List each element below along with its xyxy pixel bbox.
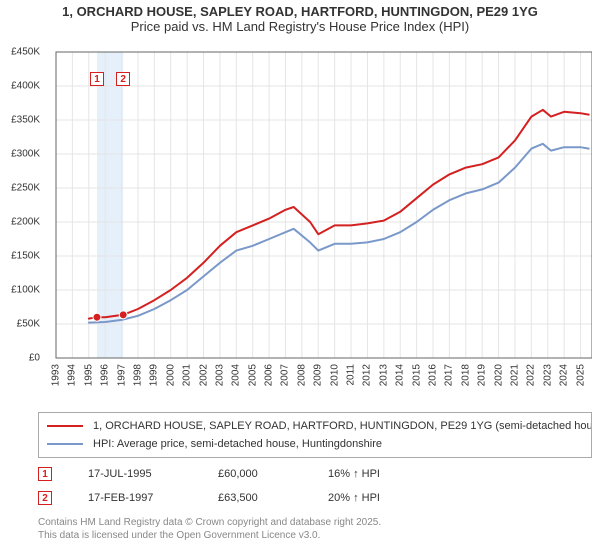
x-tick-label: 2025 [575, 364, 586, 386]
y-tick-label: £300K [11, 149, 40, 160]
y-tick-label: £50K [17, 319, 40, 330]
chart-sale-marker: 2 [116, 72, 130, 86]
x-tick-label: 2011 [346, 364, 357, 386]
y-tick-label: £450K [11, 47, 40, 58]
x-tick-label: 2014 [395, 364, 406, 386]
footer: Contains HM Land Registry data © Crown c… [38, 516, 381, 542]
x-tick-label: 1996 [100, 364, 111, 386]
x-tick-label: 1998 [132, 364, 143, 386]
y-tick-label: £250K [11, 183, 40, 194]
y-tick-label: £350K [11, 115, 40, 126]
x-tick-label: 2000 [165, 364, 176, 386]
y-tick-label: £400K [11, 81, 40, 92]
sale-date: 17-JUL-1995 [88, 468, 218, 480]
x-tick-label: 2022 [526, 364, 537, 386]
x-tick-label: 1995 [83, 364, 94, 386]
x-tick-label: 2001 [182, 364, 193, 386]
x-tick-label: 2008 [296, 364, 307, 386]
footer-line2: This data is licensed under the Open Gov… [38, 529, 381, 542]
footer-line1: Contains HM Land Registry data © Crown c… [38, 516, 381, 529]
x-tick-label: 2019 [477, 364, 488, 386]
chart-container: 1, ORCHARD HOUSE, SAPLEY ROAD, HARTFORD,… [0, 0, 600, 560]
y-tick-label: £150K [11, 251, 40, 262]
x-tick-label: 2023 [542, 364, 553, 386]
sale-date: 17-FEB-1997 [88, 492, 218, 504]
legend: 1, ORCHARD HOUSE, SAPLEY ROAD, HARTFORD,… [38, 412, 592, 458]
sale-price: £63,500 [218, 492, 328, 504]
sale-row: 1 17-JUL-1995 £60,000 16% ↑ HPI [38, 462, 592, 486]
x-tick-label: 2015 [411, 364, 422, 386]
x-tick-label: 1999 [149, 364, 160, 386]
x-tick-label: 2009 [313, 364, 324, 386]
legend-label: 1, ORCHARD HOUSE, SAPLEY ROAD, HARTFORD,… [93, 420, 592, 432]
x-tick-label: 2006 [264, 364, 275, 386]
chart-sale-marker: 1 [90, 72, 104, 86]
x-tick-label: 2013 [378, 364, 389, 386]
y-tick-label: £0 [29, 353, 40, 364]
title-line2: Price paid vs. HM Land Registry's House … [0, 19, 600, 34]
legend-item: 1, ORCHARD HOUSE, SAPLEY ROAD, HARTFORD,… [47, 417, 583, 435]
sales-list: 1 17-JUL-1995 £60,000 16% ↑ HPI 2 17-FEB… [38, 462, 592, 510]
x-tick-label: 2002 [198, 364, 209, 386]
y-tick-label: £100K [11, 285, 40, 296]
x-tick-label: 2016 [428, 364, 439, 386]
x-tick-label: 2012 [362, 364, 373, 386]
title-block: 1, ORCHARD HOUSE, SAPLEY ROAD, HARTFORD,… [0, 0, 600, 34]
chart: £0 £50K £100K £150K £200K £250K £300K £350K £400… [6, 46, 592, 402]
x-tick-label: 1993 [51, 364, 62, 386]
sale-price: £60,000 [218, 468, 328, 480]
x-tick-label: 2017 [444, 364, 455, 386]
x-tick-label: 1997 [116, 364, 127, 386]
sale-row: 2 17-FEB-1997 £63,500 20% ↑ HPI [38, 486, 592, 510]
x-tick-label: 2007 [280, 364, 291, 386]
x-tick-label: 2010 [329, 364, 340, 386]
sale-hpi: 16% ↑ HPI [328, 468, 488, 480]
y-tick-label: £200K [11, 217, 40, 228]
legend-item: HPI: Average price, semi-detached house,… [47, 435, 583, 453]
x-tick-label: 2024 [559, 364, 570, 386]
x-tick-label: 2021 [509, 364, 520, 386]
sale-marker-icon: 2 [38, 491, 52, 505]
legend-label: HPI: Average price, semi-detached house,… [93, 438, 382, 450]
sale-marker-icon: 1 [38, 467, 52, 481]
x-tick-label: 2020 [493, 364, 504, 386]
legend-swatch [47, 443, 83, 445]
x-tick-label: 2005 [247, 364, 258, 386]
x-tick-label: 2003 [214, 364, 225, 386]
x-tick-label: 1994 [67, 364, 78, 386]
x-tick-label: 2018 [460, 364, 471, 386]
legend-swatch [47, 425, 83, 427]
sale-hpi: 20% ↑ HPI [328, 492, 488, 504]
title-line1: 1, ORCHARD HOUSE, SAPLEY ROAD, HARTFORD,… [0, 4, 600, 19]
chart-svg [6, 46, 592, 402]
x-tick-label: 2004 [231, 364, 242, 386]
